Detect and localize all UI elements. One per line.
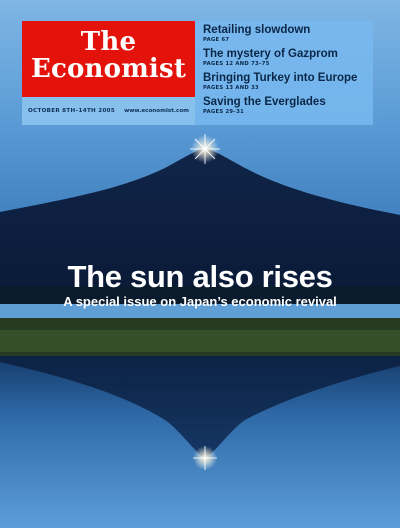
coverline-item: Retailing slowdown PAGE 67: [203, 24, 311, 43]
masthead-text: The Economist: [30, 27, 187, 84]
mountain-silhouette: [0, 148, 400, 300]
coverline-item: The mystery of Gazprom PAGES 12 AND 73–7…: [203, 48, 338, 67]
mountain-reflection: [0, 356, 400, 458]
issue-date: OCTOBER 8TH–14TH 2005: [28, 108, 116, 114]
cover-subhead: A special issue on Japan’s economic revi…: [63, 294, 337, 309]
coverlines-panel: Retailing slowdown PAGE 67 The mystery o…: [195, 21, 373, 125]
website-url: www.economist.com: [124, 108, 189, 114]
coverline-item: Saving the Everglades PAGES 29–31: [203, 96, 326, 115]
cover-headline: The sun also rises: [67, 259, 333, 294]
coverline-item: Bringing Turkey into Europe PAGES 13 AND…: [203, 72, 358, 91]
masthead-logo: The Economist: [22, 21, 195, 97]
issue-dateline-band: OCTOBER 8TH–14TH 2005 www.economist.com: [22, 97, 195, 125]
sun-rays: [190, 134, 220, 164]
treeline: [0, 286, 400, 304]
